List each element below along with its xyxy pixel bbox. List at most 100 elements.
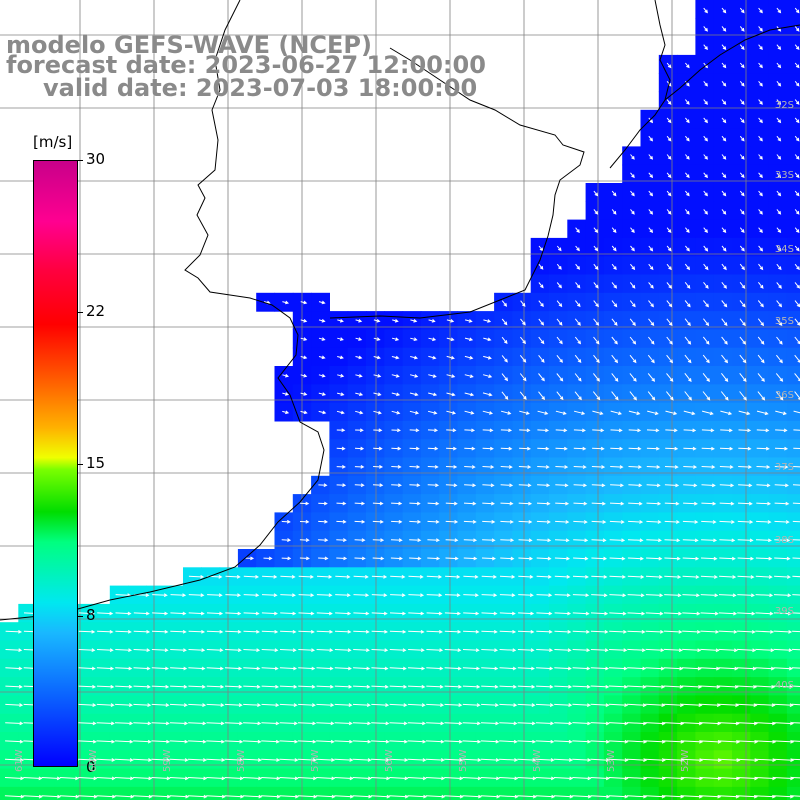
wind-arrow — [682, 648, 702, 653]
wind-arrow — [718, 648, 738, 653]
wind-cell — [713, 786, 733, 800]
wind-arrow — [793, 447, 800, 450]
wind-arrow — [243, 593, 260, 598]
wind-arrow — [426, 703, 445, 707]
wind-arrow — [353, 684, 371, 689]
wind-arrow — [593, 263, 599, 271]
wind-arrow — [519, 354, 527, 363]
wind-arrow — [737, 520, 754, 524]
wind-arrow — [409, 392, 419, 397]
wind-arrow — [261, 758, 281, 762]
wind-arrow — [647, 373, 656, 382]
wind-arrow — [590, 739, 610, 744]
wind-arrow — [648, 300, 654, 308]
wind-arrow — [318, 318, 326, 323]
wind-arrow — [279, 666, 298, 671]
wind-arrow — [298, 593, 315, 598]
wind-arrow — [627, 684, 647, 689]
wind-arrow — [5, 721, 24, 726]
wind-arrow — [207, 593, 223, 598]
wind-arrow — [373, 318, 381, 323]
colorbar-unit: [m/s] — [33, 133, 73, 151]
wind-arrow — [792, 612, 800, 614]
wind-arrow — [334, 794, 354, 799]
wind-arrow — [628, 483, 643, 488]
wind-arrow — [684, 354, 692, 364]
wind-arrow — [224, 703, 243, 707]
wind-arrow — [337, 337, 344, 341]
wind-arrow — [96, 648, 114, 653]
wind-cell — [732, 786, 751, 800]
wind-arrow — [445, 556, 459, 561]
wind-arrow — [373, 392, 382, 397]
wind-cell — [786, 237, 800, 257]
wind-arrow — [683, 465, 698, 469]
wind-arrow — [573, 538, 589, 543]
wind-arrow — [648, 263, 654, 271]
wind-arrow — [151, 648, 169, 653]
wind-arrow — [373, 374, 382, 378]
wind-arrow — [354, 556, 366, 561]
wind-arrow — [629, 318, 636, 327]
wind-arrow — [115, 629, 132, 634]
wind-arrow — [553, 794, 574, 799]
wind-arrow — [574, 391, 582, 401]
wind-arrow — [390, 593, 406, 598]
wind-arrow — [721, 26, 727, 32]
wind-arrow — [536, 574, 552, 579]
wind-arrow — [261, 776, 281, 781]
wind-arrow — [335, 611, 352, 616]
wind-arrow — [554, 556, 571, 561]
wind-arrow — [300, 337, 308, 341]
wind-arrow — [409, 483, 421, 488]
wind-arrow — [610, 465, 624, 469]
wind-arrow — [427, 519, 440, 524]
wind-arrow — [572, 575, 589, 579]
wind-arrow — [371, 666, 389, 671]
wind-arrow — [791, 667, 800, 669]
wind-arrow — [316, 666, 334, 671]
wind-arrow — [663, 611, 683, 616]
wind-arrow — [409, 556, 422, 561]
wind-arrow — [59, 776, 80, 781]
wind-arrow — [626, 739, 648, 744]
wind-arrow — [318, 556, 329, 561]
wind-arrow — [739, 245, 745, 252]
wind-cell — [786, 366, 800, 385]
wind-arrow — [739, 336, 747, 345]
wind-arrow — [792, 630, 800, 633]
wind-arrow — [444, 629, 462, 634]
wind-arrow — [645, 611, 664, 616]
wind-arrow — [776, 99, 782, 105]
wind-arrow — [739, 62, 745, 69]
wind-arrow — [739, 263, 745, 271]
wind-arrow — [609, 538, 626, 543]
wind-arrow — [334, 721, 353, 726]
wind-arrow — [573, 520, 588, 524]
wind-arrow — [407, 703, 426, 707]
wind-arrow — [663, 666, 684, 671]
wind-arrow — [739, 372, 747, 383]
wind-arrow — [755, 648, 775, 653]
wind-arrow — [336, 428, 346, 433]
wind-arrow — [133, 739, 152, 744]
wind-arrow — [791, 758, 800, 761]
wind-arrow — [573, 410, 586, 415]
wind-arrow — [355, 410, 364, 415]
wind-arrow — [5, 739, 24, 744]
wind-arrow — [721, 336, 728, 345]
wind-arrow — [426, 666, 444, 671]
wind-arrow — [499, 666, 517, 671]
wind-arrow — [663, 703, 684, 708]
wind-arrow — [575, 263, 581, 270]
wind-arrow — [575, 282, 581, 289]
wind-arrow — [482, 392, 493, 397]
wind-arrow — [261, 703, 280, 707]
wind-arrow — [574, 336, 582, 345]
wind-arrow — [371, 703, 390, 707]
wind-arrow — [225, 629, 242, 634]
wind-arrow — [648, 135, 654, 142]
latitude-label: 38S — [774, 535, 794, 546]
wind-arrow — [628, 465, 642, 469]
wind-arrow — [794, 135, 800, 142]
